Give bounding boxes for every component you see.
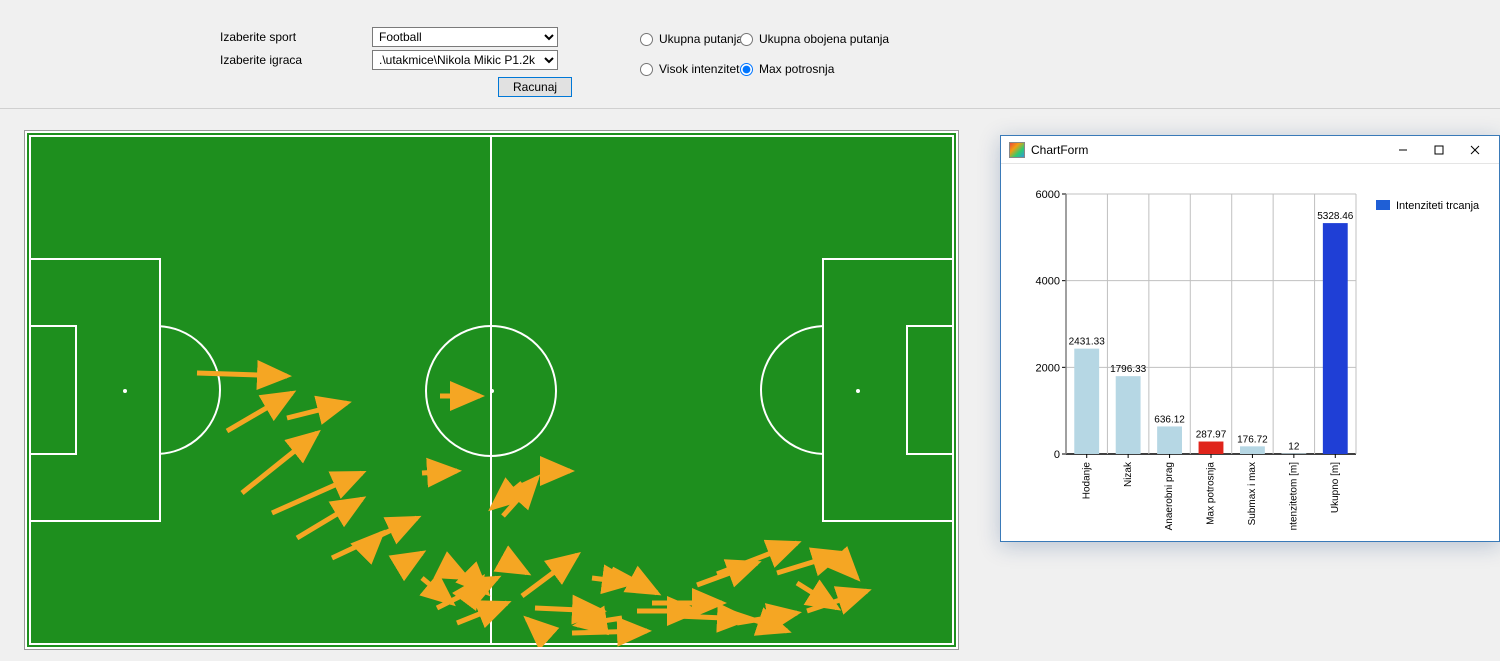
- field-panel: [24, 130, 959, 650]
- svg-text:Prosecno intenzitetom [m]: Prosecno intenzitetom [m]: [1288, 462, 1299, 531]
- chart-area: 0 2000 4000 6000 2431.33 Hodanje 1796.33 Nizak 6…: [1011, 174, 1489, 531]
- svg-text:2431.33: 2431.33: [1069, 337, 1106, 348]
- radio-max-consumption[interactable]: Max potrosnja: [740, 62, 834, 76]
- radio-high-intensity-input[interactable]: [640, 63, 653, 76]
- sport-select[interactable]: Football: [372, 27, 558, 47]
- radio-total-path-label: Ukupna putanja: [659, 32, 743, 46]
- svg-text:2000: 2000: [1036, 362, 1060, 374]
- svg-text:1796.33: 1796.33: [1110, 364, 1147, 375]
- chartform-title-text: ChartForm: [1031, 143, 1088, 157]
- close-button[interactable]: [1457, 139, 1493, 161]
- soccer-field: [27, 133, 956, 647]
- svg-text:0: 0: [1054, 449, 1060, 461]
- player-select[interactable]: .\utakmice\Nikola Mikic P1.2k: [372, 50, 558, 70]
- svg-text:Intenziteti trcanja: Intenziteti trcanja: [1396, 200, 1480, 212]
- svg-text:12: 12: [1288, 441, 1300, 452]
- maximize-button[interactable]: [1421, 139, 1457, 161]
- radio-colored-path[interactable]: Ukupna obojena putanja: [740, 32, 889, 46]
- divider: [0, 108, 1500, 109]
- sport-label: Izaberite sport: [220, 30, 296, 44]
- svg-text:6000: 6000: [1036, 189, 1060, 201]
- calculate-button[interactable]: Racunaj: [498, 77, 572, 97]
- svg-text:5328.46: 5328.46: [1317, 211, 1354, 222]
- svg-text:176.72: 176.72: [1237, 434, 1268, 445]
- minimize-button[interactable]: [1385, 139, 1421, 161]
- chartform-titlebar[interactable]: ChartForm: [1001, 136, 1499, 164]
- controls-panel: Izaberite sport Football Izaberite igrac…: [0, 0, 1500, 110]
- window-icon: [1009, 142, 1025, 158]
- radio-colored-path-input[interactable]: [740, 33, 753, 46]
- svg-text:Hodanje: Hodanje: [1081, 462, 1092, 500]
- radio-total-path[interactable]: Ukupna putanja: [640, 32, 743, 46]
- radio-total-path-input[interactable]: [640, 33, 653, 46]
- player-label: Izaberite igraca: [220, 53, 302, 67]
- radio-max-consumption-label: Max potrosnja: [759, 62, 834, 76]
- svg-text:Anaerobni prag: Anaerobni prag: [1164, 462, 1175, 530]
- svg-text:287.97: 287.97: [1196, 430, 1227, 441]
- chartform-window: ChartForm 0 2000 4000 6000 2431.33 Hodanje 179…: [1000, 135, 1500, 542]
- svg-text:4000: 4000: [1036, 276, 1060, 288]
- sport-row: Izaberite sport: [220, 30, 296, 44]
- bar-chart: 0 2000 4000 6000 2431.33 Hodanje 1796.33 Nizak 6…: [1011, 174, 1489, 531]
- svg-text:Ukupno [m]: Ukupno [m]: [1330, 462, 1341, 513]
- radio-max-consumption-input[interactable]: [740, 63, 753, 76]
- player-row: Izaberite igraca: [220, 53, 302, 67]
- radio-high-intensity[interactable]: Visok intenzitet: [640, 62, 740, 76]
- svg-text:Submax i max: Submax i max: [1247, 462, 1258, 525]
- svg-text:Nizak: Nizak: [1123, 461, 1134, 487]
- radio-colored-path-label: Ukupna obojena putanja: [759, 32, 889, 46]
- svg-text:Max potrosnja: Max potrosnja: [1206, 462, 1217, 525]
- svg-text:636.12: 636.12: [1154, 414, 1185, 425]
- radio-high-intensity-label: Visok intenzitet: [659, 62, 740, 76]
